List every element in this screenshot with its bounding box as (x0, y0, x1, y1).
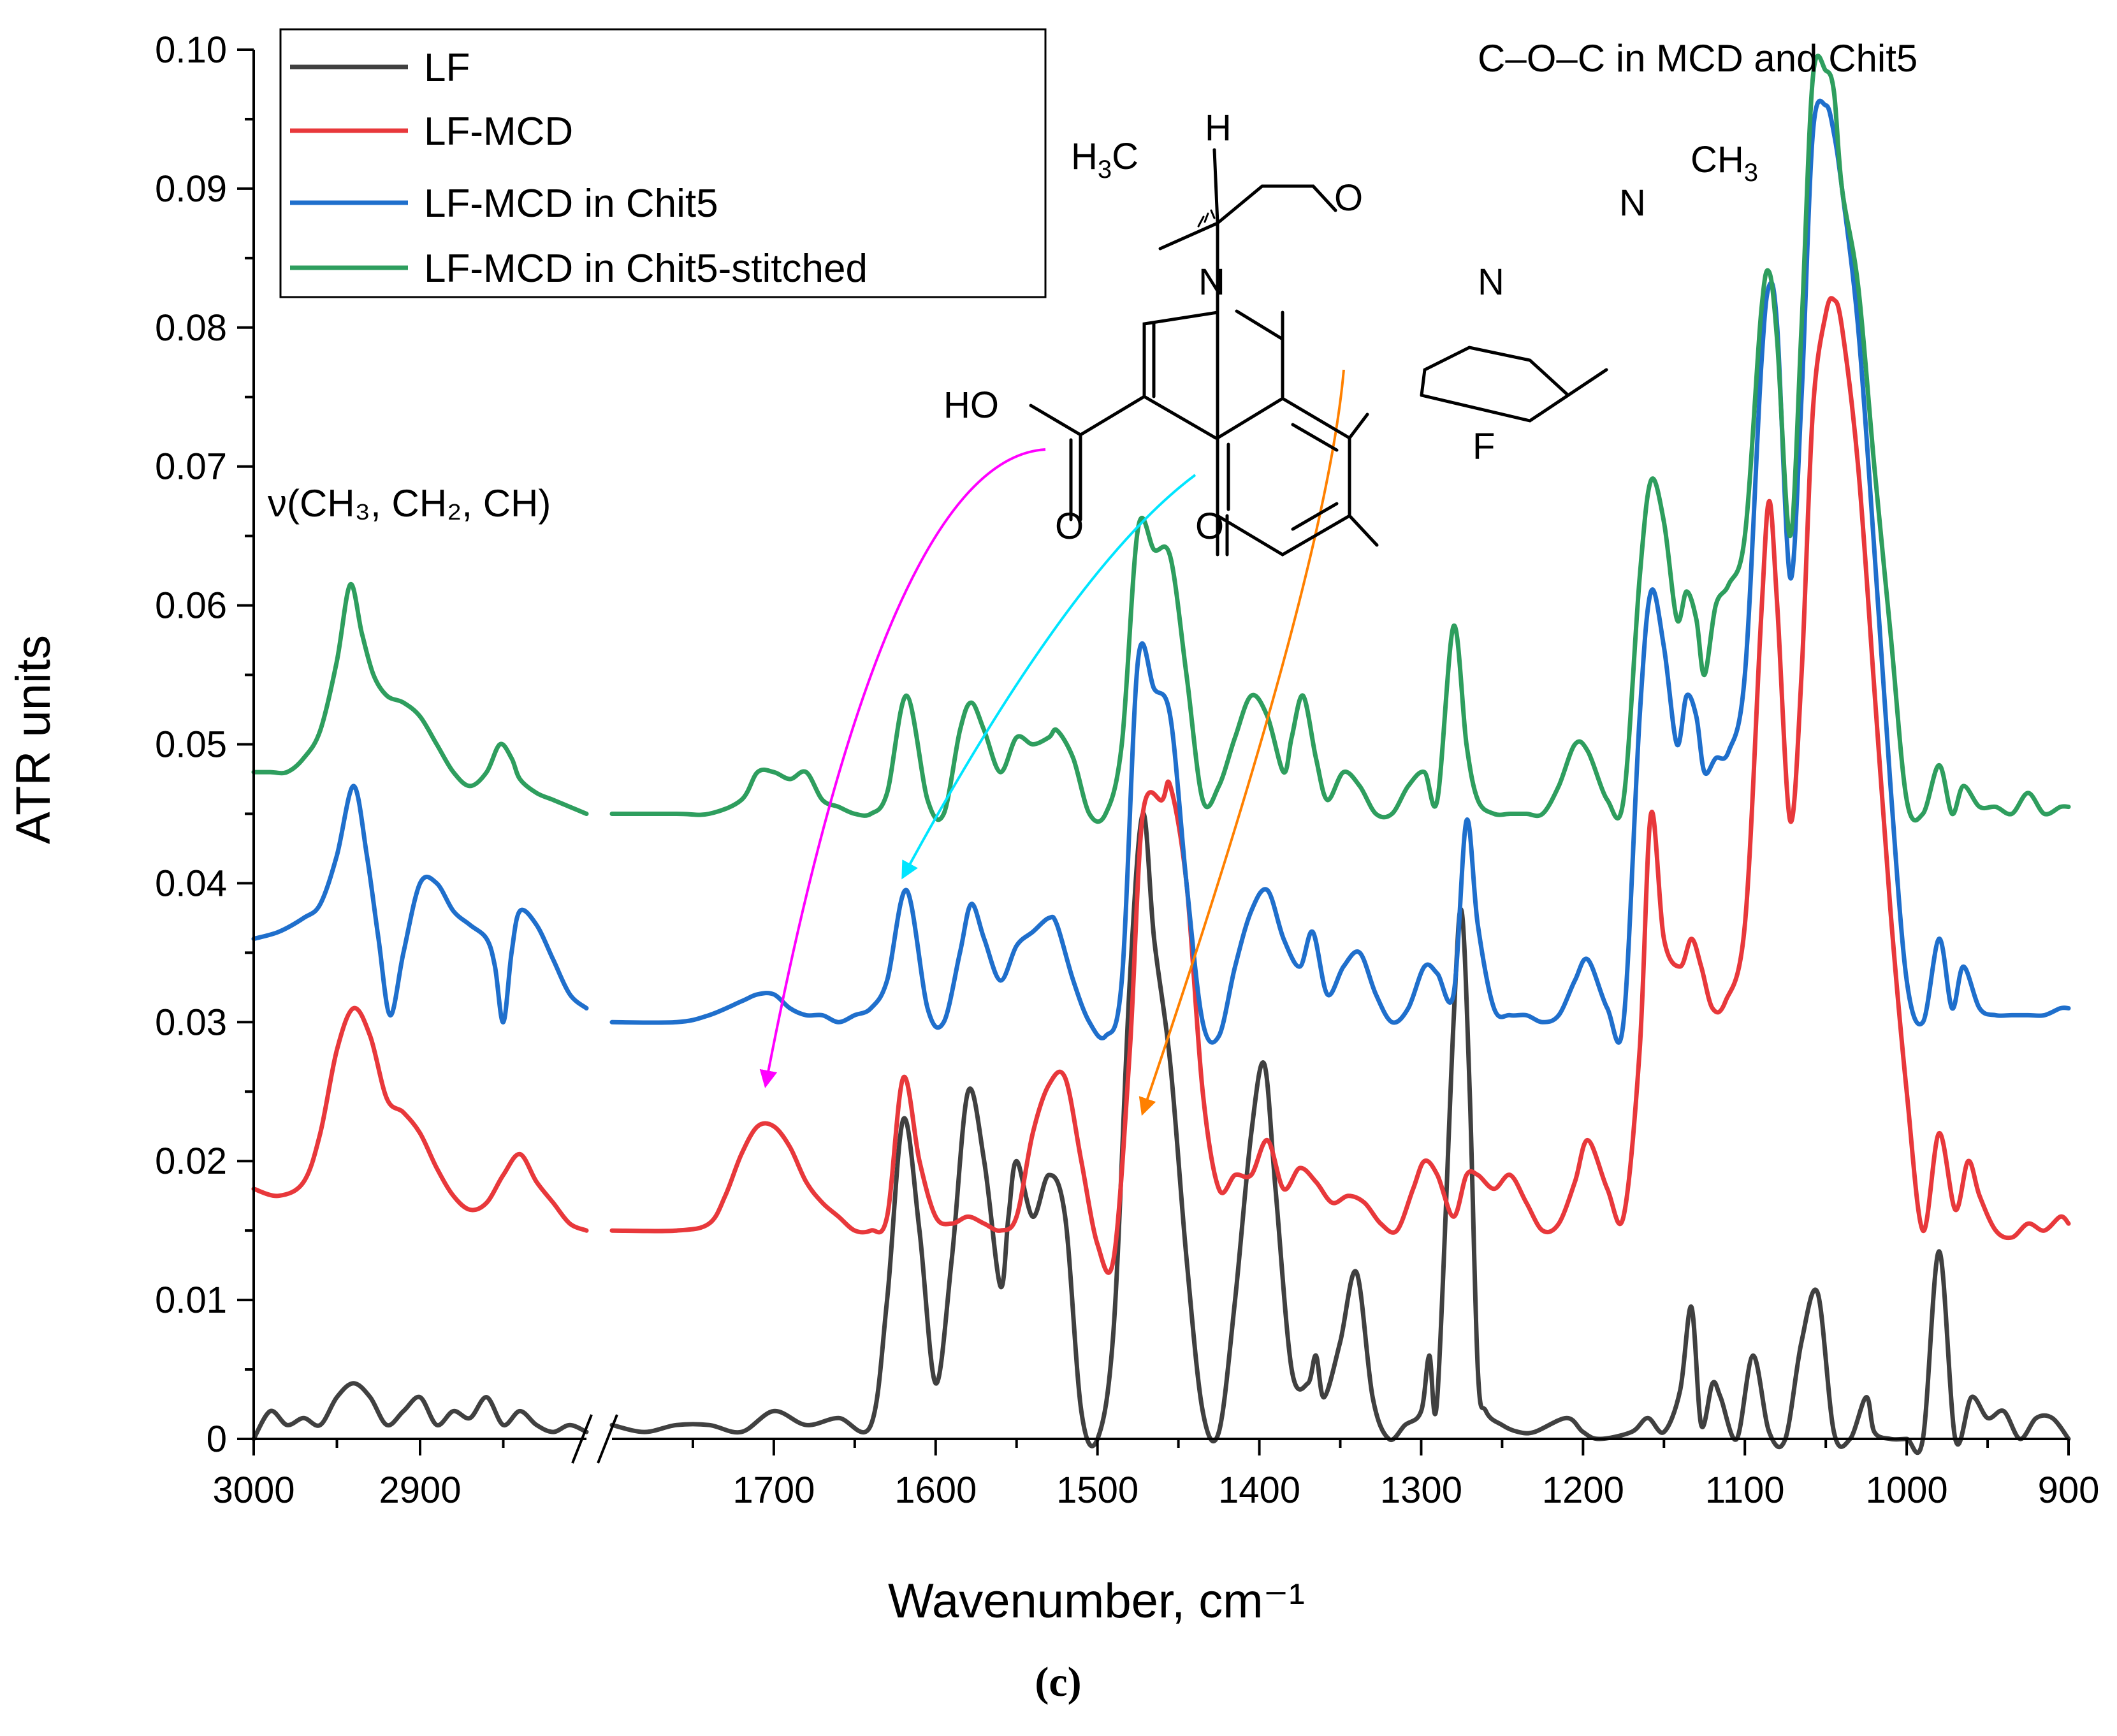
atom-label-n-piperazine-4: N (1619, 182, 1646, 224)
legend-label-lf-mcd: LF-MCD (424, 110, 573, 154)
atom-label-h3c-h: H (1071, 136, 1098, 177)
y-axis-title: ATR units (6, 635, 61, 844)
h-bond (1212, 148, 1219, 225)
series-layer (251, 54, 2071, 1455)
y-tick-label: 0.02 (155, 1141, 227, 1182)
atom-label-o-acid: O (1055, 506, 1084, 547)
legend-label-lf-mcd-chit5-stitched: LF-MCD in Chit5-stitched (424, 247, 868, 291)
x-axis-title: Wavenumber, cm⁻¹ (888, 1574, 1305, 1628)
y-tick-label: 0.07 (155, 446, 227, 488)
legend-label-lf: LF (424, 46, 470, 90)
x-tick-label: 1000 (1866, 1470, 1948, 1511)
annotation-arrow-1 (901, 474, 1197, 880)
legend: LF LF-MCD LF-MCD in Chit5 LF-MCD in Chit… (279, 28, 1047, 298)
atom-label-h: H (1205, 107, 1232, 149)
molecule-bonds (1029, 184, 1608, 557)
stereo-hash-bond (1197, 209, 1216, 228)
atom-label-o-ring: O (1334, 177, 1363, 219)
atom-label-ho: HO (943, 384, 999, 426)
series-line-1-segment-0 (251, 1005, 589, 1233)
molecule-labels: H H3C O N N N CH3 HO O O F (943, 107, 1758, 547)
atom-label-o-keto: O (1195, 506, 1224, 547)
y-tick-label: 0.04 (155, 863, 227, 904)
annotation-arrow-0 (759, 448, 1046, 1088)
series-line-2-segment-0 (251, 784, 589, 1025)
series-line-3-segment-1 (609, 54, 2071, 824)
axes: 0 0.01 0.02 0.03 0.04 0.05 0.06 0.07 0.08 0.09 0.1… (155, 29, 2099, 1511)
x-tick-label: 1500 (1056, 1470, 1139, 1511)
atom-label-n-quinolone: N (1198, 261, 1225, 303)
axis-break-mark-2 (597, 1414, 618, 1464)
atom-label-n-piperazine-1: N (1478, 261, 1504, 303)
y-tick-label: 0.05 (155, 724, 227, 766)
x-tick-label: 1100 (1705, 1470, 1785, 1511)
annotation-ch-stretch: ν(CH₃, CH₂, CH) (268, 482, 551, 525)
legend-label-lf-mcd-chit5: LF-MCD in Chit5 (424, 182, 718, 226)
y-tick-label: 0 (207, 1419, 227, 1460)
series-line-1-segment-1 (609, 296, 2071, 1275)
y-tick-label: 0.09 (155, 168, 227, 210)
y-tick-label: 0.10 (155, 29, 227, 71)
y-tick-label: 0.03 (155, 1002, 227, 1043)
atom-label-h3c-sub3: 3 (1098, 156, 1112, 184)
annotation-arrows (759, 369, 1345, 1116)
atom-label-h3c: H3C (1071, 136, 1139, 184)
figure-caption: (c) (1035, 1659, 1081, 1705)
x-tick-label: 1600 (894, 1470, 977, 1511)
x-tick-label: 1400 (1218, 1470, 1300, 1511)
y-tick-label: 0.06 (155, 585, 227, 627)
y-tick-label: 0.01 (155, 1280, 227, 1321)
x-tick-label: 2900 (379, 1470, 461, 1511)
x-tick-label: 900 (2038, 1470, 2100, 1511)
x-tick-label: 1700 (732, 1470, 815, 1511)
x-tick-label: 1300 (1380, 1470, 1462, 1511)
y-tick-label: 0.08 (155, 307, 227, 349)
x-tick-label: 1200 (1542, 1470, 1624, 1511)
legend-box (279, 28, 1047, 298)
annotation-arrow-2 (1139, 369, 1345, 1116)
atom-label-ch3: CH3 (1691, 139, 1758, 187)
series-line-0-segment-0 (251, 1381, 589, 1441)
annotation-coc: C–O–C in MCD and Chit5 (1478, 37, 1917, 80)
atom-label-h3c-c: C (1112, 136, 1139, 177)
atom-label-ch3-sub3: 3 (1744, 159, 1758, 187)
series-line-3-segment-0 (251, 582, 589, 816)
levofloxacin-structure (1029, 148, 1608, 557)
x-tick-label: 3000 (212, 1470, 295, 1511)
atom-label-ch3-ch: CH (1691, 139, 1744, 180)
series-line-0-segment-1 (609, 811, 2071, 1455)
atom-label-f: F (1473, 426, 1495, 467)
axis-break-mark-1 (571, 1414, 593, 1464)
